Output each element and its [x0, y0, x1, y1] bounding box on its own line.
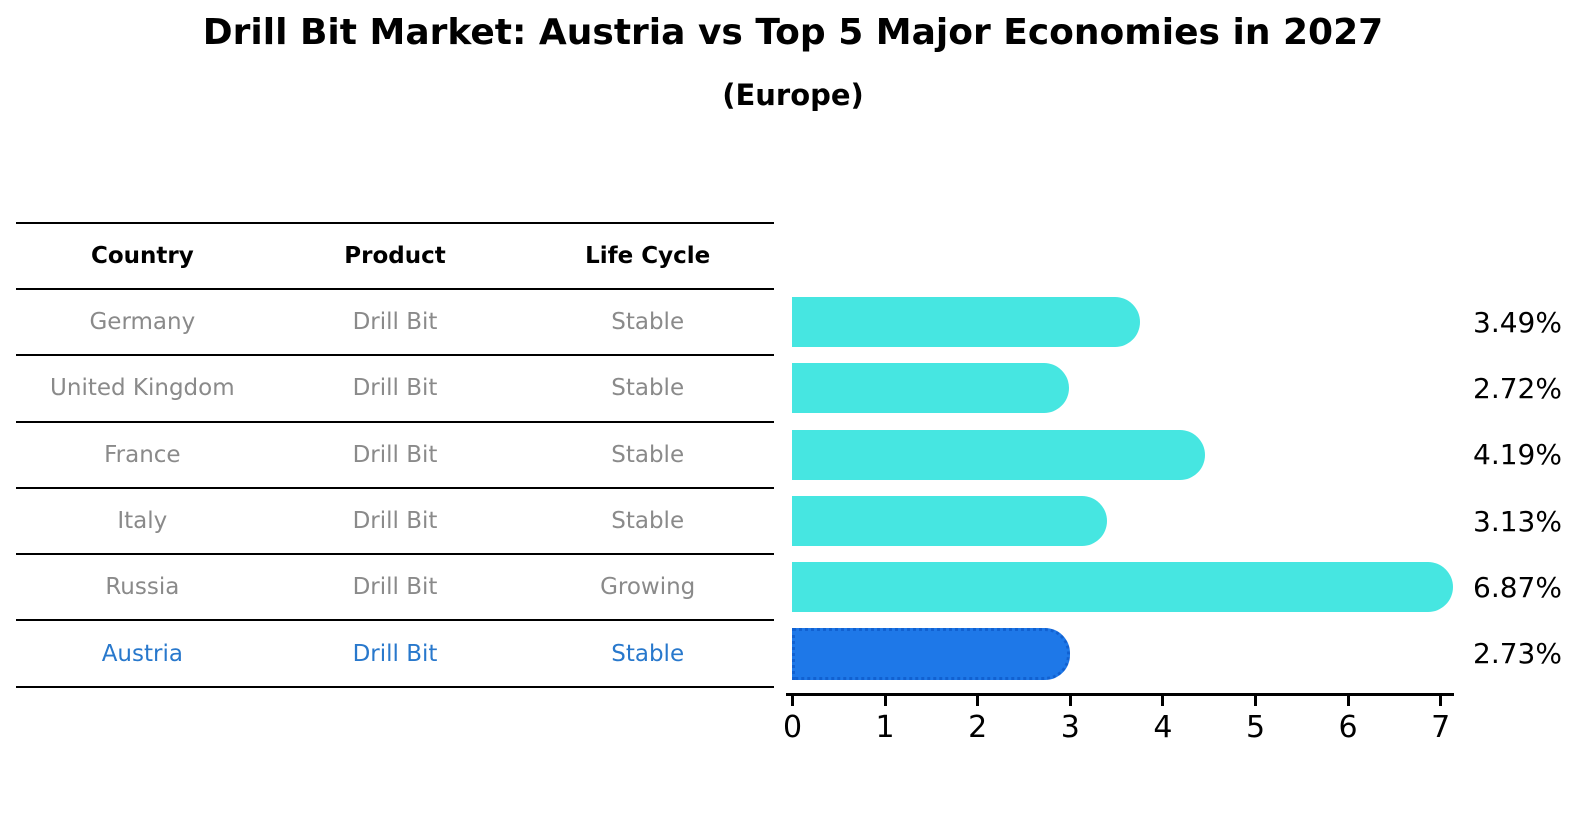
table-row-united-kingdom: United Kingdom Drill Bit Stable: [16, 356, 774, 423]
x-axis-tick-6: [1346, 696, 1350, 706]
life-cycle-cell: Stable: [611, 508, 685, 535]
bar-germany: [792, 297, 1140, 348]
product-cell: Drill Bit: [352, 640, 438, 667]
table-row-italy: Italy Drill Bit Stable: [16, 489, 774, 556]
life-cycle-cell: Growing: [600, 574, 696, 601]
bar-plot-area: [792, 289, 1512, 687]
chart-title: Drill Bit Market: Austria vs Top 5 Major…: [202, 12, 1384, 53]
bar-austria: [792, 627, 1070, 680]
column-header-country: Country: [90, 243, 194, 269]
bar-row-italy: [792, 488, 1512, 554]
value-label-row-italy: 3.13%: [1473, 488, 1583, 554]
country-cell: France: [104, 441, 181, 468]
value-label-russia: 6.87%: [1473, 570, 1562, 604]
table-row-france: France Drill Bit Stable: [16, 423, 774, 489]
value-label-column: 3.49% 2.72% 4.19% 3.13% 6.87% 2.73%: [1473, 289, 1583, 687]
country-cell: Austria: [101, 640, 183, 667]
value-label-austria: 2.73%: [1473, 637, 1562, 671]
value-label-france: 4.19%: [1473, 438, 1562, 472]
x-axis-tick-label-4: 4: [1153, 710, 1173, 745]
x-axis-tick-label-3: 3: [1060, 710, 1080, 745]
value-label-italy: 3.13%: [1473, 504, 1562, 538]
x-axis-tick-4: [1161, 696, 1165, 706]
bar-row-france: [792, 422, 1512, 488]
table-row-austria: Austria Drill Bit Stable: [16, 621, 774, 688]
table-row-russia: Russia Drill Bit Growing: [16, 555, 774, 622]
country-cell: Italy: [117, 508, 168, 535]
column-header-product: Product: [344, 243, 446, 269]
country-table: Country Product Life Cycle Germany Drill …: [16, 222, 774, 688]
x-axis-tick-label-0: 0: [782, 710, 803, 745]
x-axis-tick-2: [976, 696, 980, 706]
bar-italy: [792, 496, 1107, 547]
value-label-row-russia: 6.87%: [1473, 554, 1583, 620]
value-label-row-austria: 2.73%: [1473, 620, 1583, 686]
value-label-row-germany: 3.49%: [1473, 289, 1583, 355]
x-axis-tick-1: [883, 696, 887, 706]
x-axis-tick-label-5: 5: [1245, 710, 1266, 745]
product-cell: Drill Bit: [352, 574, 438, 601]
x-axis-tick-7: [1439, 696, 1443, 706]
bar-row-russia: [792, 554, 1512, 620]
x-axis: 0 1 2 3 4 5 6 7: [782, 693, 1454, 751]
country-cell: Russia: [105, 574, 180, 601]
product-cell: Drill Bit: [352, 508, 438, 535]
x-axis-tick-0: [791, 696, 794, 706]
life-cycle-cell: Stable: [611, 640, 685, 667]
country-cell: Germany: [89, 309, 196, 336]
table-body: Germany Drill Bit Stable United Kingdom Dril…: [16, 290, 774, 688]
bar-france: [792, 429, 1205, 480]
table-row-germany: Germany Drill Bit Stable: [16, 290, 774, 357]
life-cycle-cell: Stable: [611, 375, 685, 402]
life-cycle-cell: Stable: [611, 309, 685, 336]
x-axis-tick-5: [1254, 696, 1257, 706]
product-cell: Drill Bit: [352, 375, 438, 402]
chart-subtitle: (Europe): [722, 78, 864, 112]
product-cell: Drill Bit: [352, 441, 438, 468]
column-header-life-cycle: Life Cycle: [585, 243, 711, 269]
bar-united-kingdom: [792, 363, 1069, 414]
product-cell: Drill Bit: [352, 309, 438, 336]
bar-row-austria: [792, 620, 1512, 686]
life-cycle-cell: Stable: [611, 441, 685, 468]
x-axis-tick-label-7: 7: [1431, 710, 1451, 745]
bar-row-united-kingdom: [792, 355, 1512, 421]
value-label-united-kingdom: 2.72%: [1473, 371, 1562, 405]
value-label-row-united-kingdom: 2.72%: [1473, 355, 1583, 421]
value-label-germany: 3.49%: [1473, 305, 1562, 339]
table-header-row: Country Product Life Cycle: [16, 224, 774, 290]
value-label-row-france: 4.19%: [1473, 422, 1583, 488]
x-axis-tick-label-6: 6: [1338, 710, 1358, 745]
x-axis-tick-label-1: 1: [875, 710, 895, 745]
bar-row-germany: [792, 289, 1512, 355]
x-axis-tick-label-2: 2: [968, 710, 988, 745]
country-cell: United Kingdom: [50, 375, 235, 402]
x-axis-tick-3: [1068, 696, 1072, 706]
bar-russia: [792, 562, 1453, 613]
